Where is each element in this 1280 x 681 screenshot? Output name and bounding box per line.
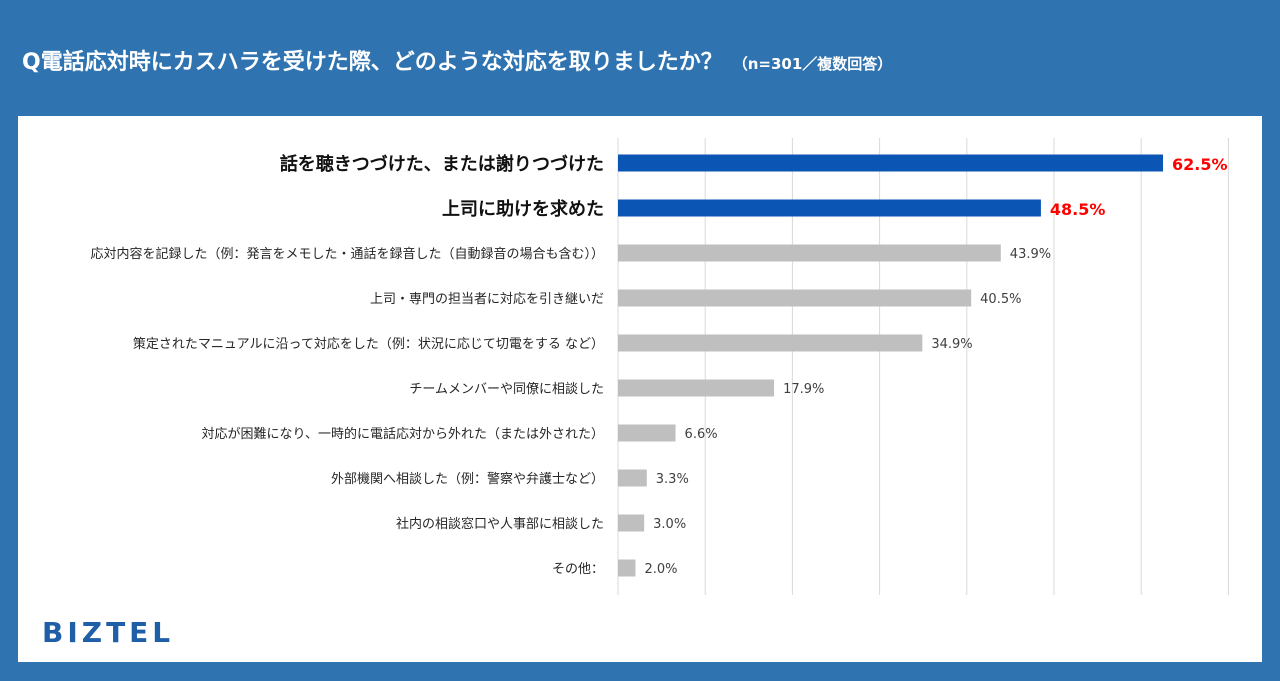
chart-panel: 話を聴きつづけた、または謝りつづけた 62.5% 上司に助けを求めた 48.5% 応対内…: [18, 116, 1262, 662]
bar: [618, 244, 1001, 262]
bar: [618, 559, 636, 577]
category-label: 策定されたマニュアルに沿って対応をした（例：状況に応じて切電をする など）: [133, 336, 604, 352]
category-label: 対応が困難になり、一時的に電話応対から外れた（または外された）: [202, 426, 604, 442]
bar-chart: 話を聴きつづけた、または謝りつづけた 62.5% 上司に助けを求めた 48.5% 応対内…: [90, 138, 1229, 595]
category-label: 話を聴きつづけた、または謝りつづけた: [280, 153, 604, 175]
category-label: チームメンバーや同僚に相談した: [409, 381, 604, 397]
biztel-logo: BIZTEL: [42, 616, 175, 649]
title-text: Q電話応対時にカスハラを受けた際、どのような対応を取りましたか？: [22, 50, 723, 75]
category-label: 社内の相談窓口や人事部に相談した: [396, 516, 604, 532]
bar: [618, 154, 1163, 172]
category-label: その他：: [552, 562, 604, 577]
bar: [618, 514, 645, 532]
bar: [618, 289, 972, 307]
category-label: 上司・専門の担当者に対応を引き継いだ: [370, 292, 604, 307]
value-label: 2.0%: [644, 562, 677, 577]
bar: [618, 469, 647, 487]
value-label: 43.9%: [1010, 247, 1051, 262]
value-label: 34.9%: [931, 337, 972, 352]
value-label: 3.0%: [653, 517, 686, 532]
value-label: 17.9%: [783, 382, 824, 397]
chart-title: Q電話応対時にカスハラを受けた際、どのような対応を取りましたか？ （n=301／複…: [22, 44, 892, 76]
value-label: 40.5%: [980, 292, 1021, 307]
bar: [618, 379, 775, 397]
value-label: 62.5%: [1172, 155, 1228, 174]
category-label: 応対内容を記録した（例：発言をメモした・通話を録音した（自動録音の場合も含む））: [90, 246, 604, 262]
category-label: 外部機関へ相談した（例：警察や弁護士など）: [331, 471, 604, 487]
value-label: 6.6%: [685, 427, 718, 442]
bar: [618, 199, 1041, 217]
value-label: 48.5%: [1050, 200, 1106, 219]
category-label: 上司に助けを求めた: [442, 198, 604, 220]
bar: [618, 334, 923, 352]
bar: [618, 424, 676, 442]
value-label: 3.3%: [656, 472, 689, 487]
title-subtitle: （n=301／複数回答）: [732, 55, 893, 73]
